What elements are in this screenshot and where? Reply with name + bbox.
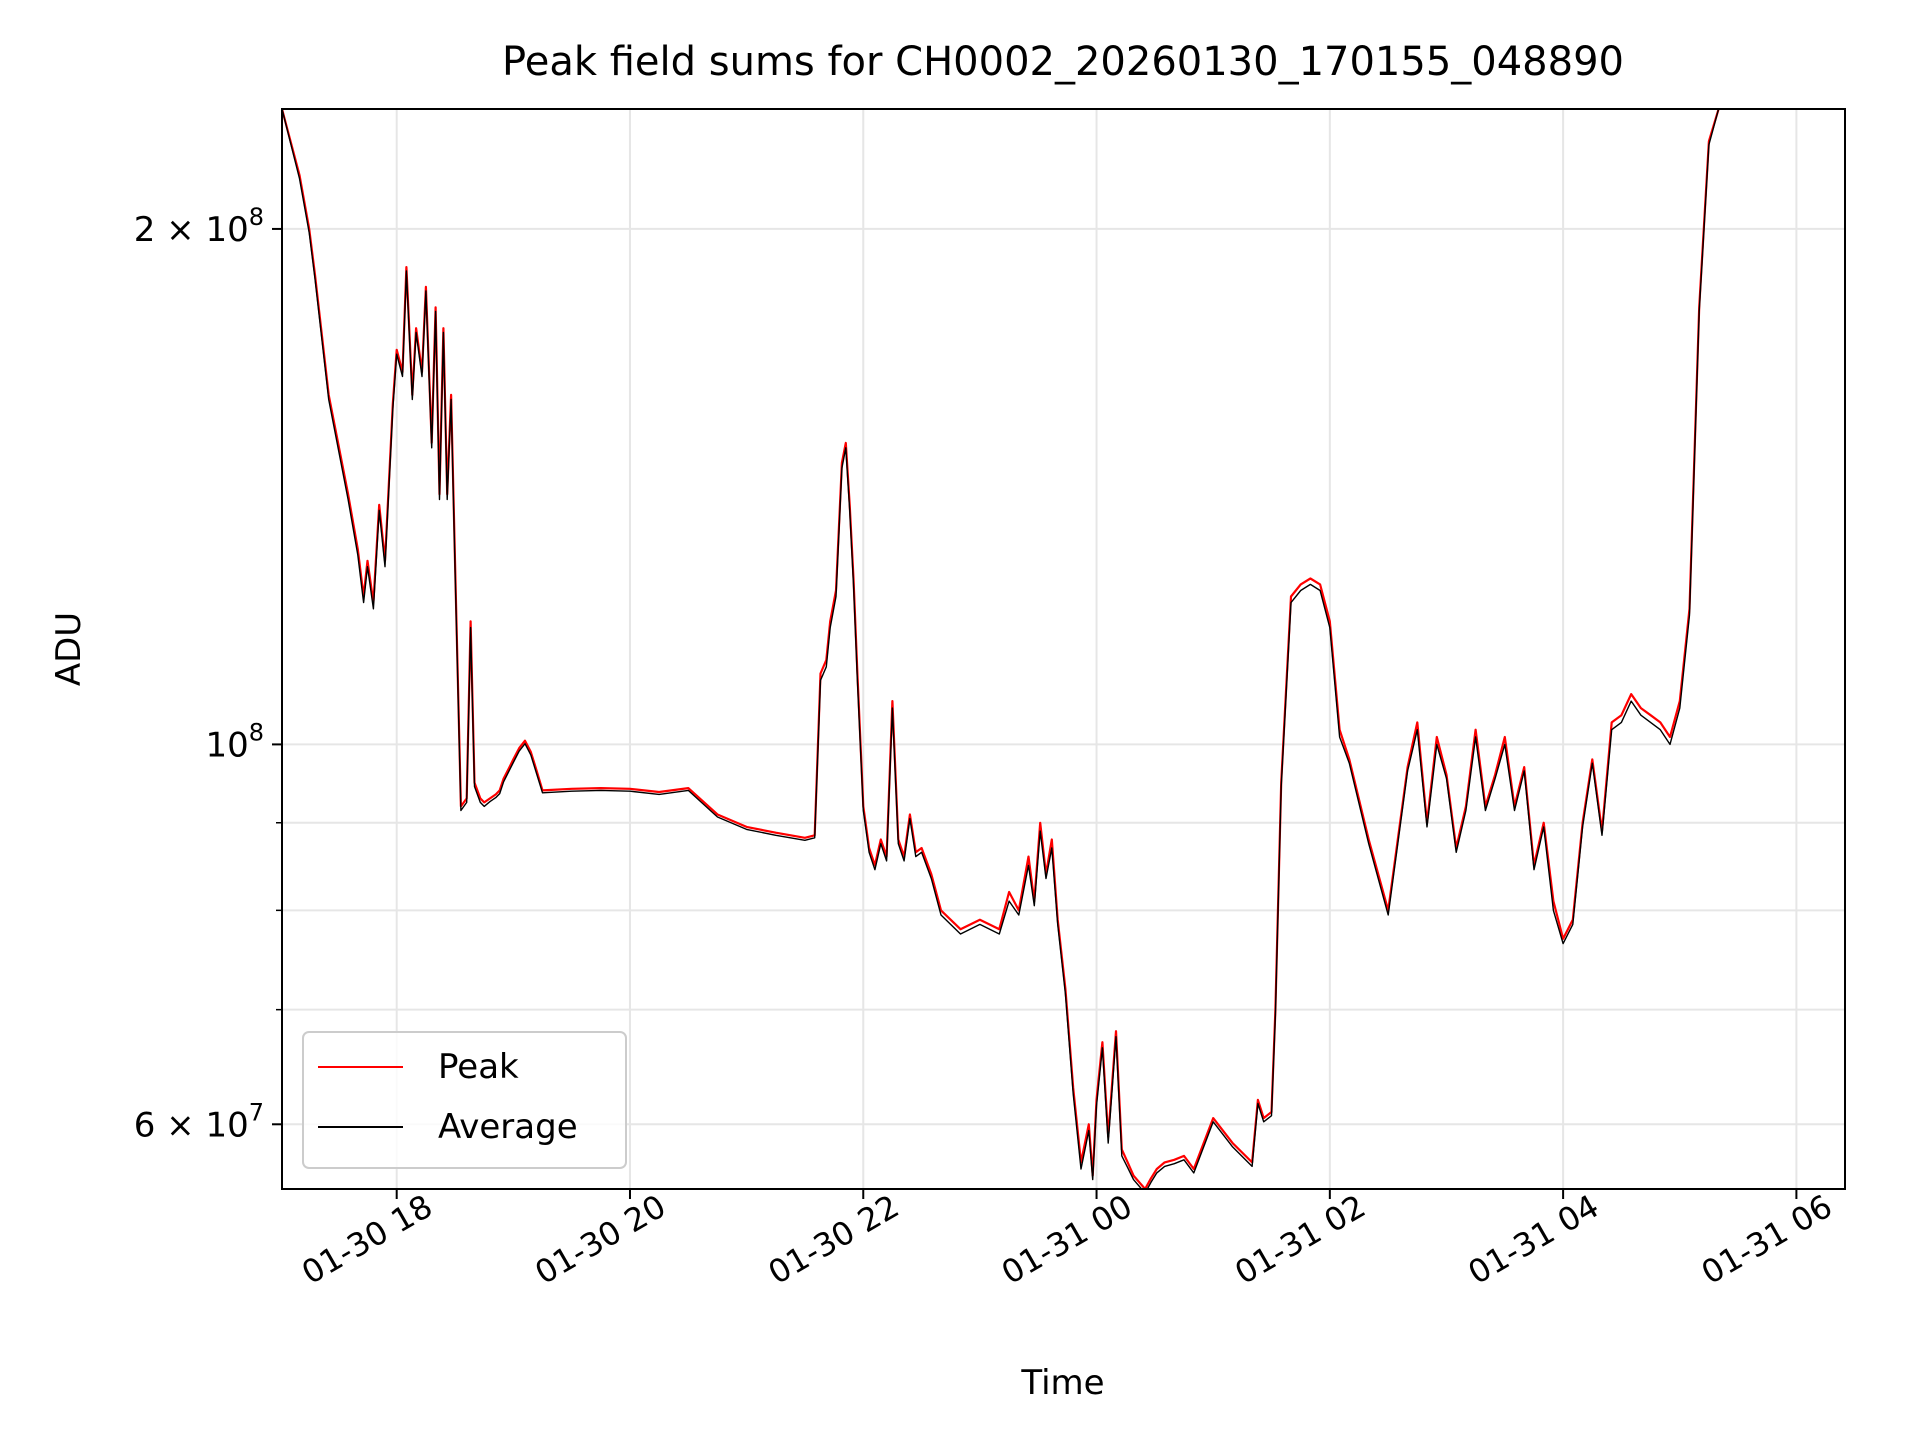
- series-line-average: [282, 109, 1720, 1189]
- y-tick-label-exponent: 8: [249, 718, 264, 746]
- series-lines: [282, 109, 1720, 1189]
- y-tick-label-base: 2 × 10: [134, 210, 249, 250]
- plot-frame: [281, 108, 1846, 1190]
- y-tick-label: 2 × 108: [134, 203, 264, 250]
- y-tick-label-base: 6 × 10: [134, 1105, 249, 1145]
- x-axis-label: Time: [1020, 1363, 1104, 1403]
- y-tick-label: 108: [205, 718, 264, 765]
- chart-title: Peak field sums for CH0002_20260130_1701…: [502, 39, 1624, 85]
- legend-label-average: Average: [438, 1107, 578, 1147]
- y-tick-label: 6 × 107: [134, 1098, 264, 1145]
- y-tick-label-exponent: 7: [249, 1098, 264, 1126]
- y-axis-label: ADU: [49, 612, 89, 686]
- y-tick-label-exponent: 8: [249, 203, 264, 231]
- legend: Peak Average: [302, 1031, 627, 1169]
- legend-label-peak: Peak: [438, 1047, 519, 1087]
- y-tick-label-base: 10: [205, 725, 248, 765]
